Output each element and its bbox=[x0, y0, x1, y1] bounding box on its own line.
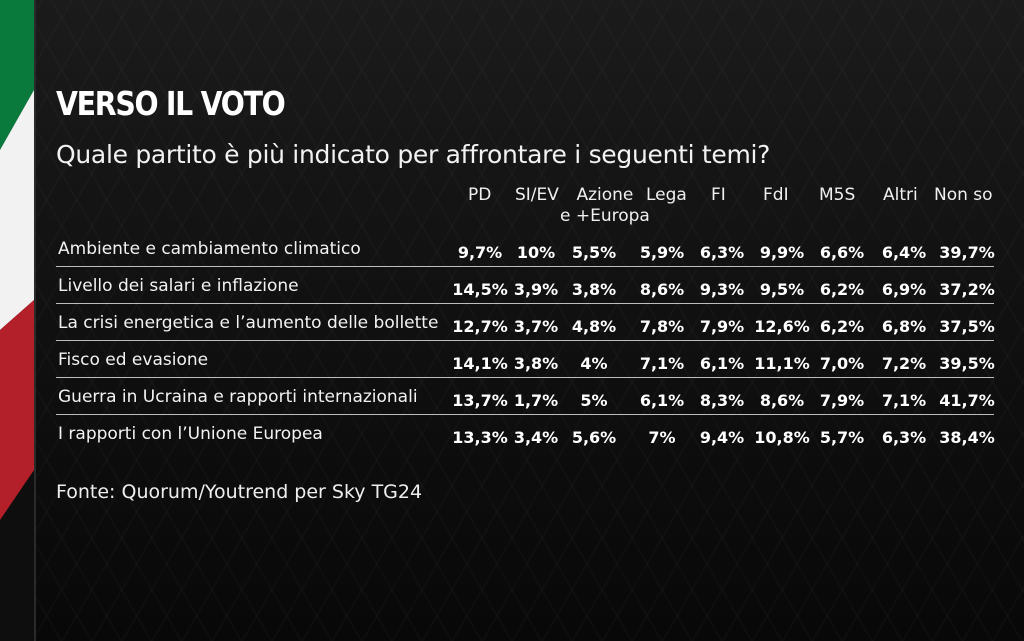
column-header-label: Lega bbox=[646, 185, 687, 205]
cell-azione: 5% bbox=[580, 391, 608, 410]
cell-non-so: 37,5% bbox=[939, 317, 995, 336]
cell-pd: 14,1% bbox=[452, 354, 508, 373]
row-label: Fisco ed evasione bbox=[58, 350, 209, 370]
page-subtitle: Quale partito è più indicato per affront… bbox=[56, 140, 771, 169]
cell-non-so: 39,7% bbox=[939, 243, 995, 262]
table-row: Ambiente e cambiamento climatico 9,7% 10… bbox=[56, 231, 996, 267]
cell-m5s: 7,9% bbox=[819, 391, 865, 410]
column-header-label: SI/EV bbox=[515, 185, 559, 205]
cell-fdi: 9,5% bbox=[759, 280, 805, 299]
cell-azione: 3,8% bbox=[571, 280, 617, 299]
cell-m5s: 6,6% bbox=[819, 243, 865, 262]
row-divider bbox=[56, 340, 994, 341]
cell-altri: 6,8% bbox=[881, 317, 927, 336]
row-divider bbox=[56, 303, 994, 304]
table-row: Fisco ed evasione 14,1% 3,8% 4% 7,1% 6,1… bbox=[56, 342, 996, 378]
cell-pd: 13,7% bbox=[452, 391, 508, 410]
cell-altri: 6,9% bbox=[881, 280, 927, 299]
cell-altri: 7,1% bbox=[881, 391, 927, 410]
cell-fdi: 9,9% bbox=[759, 243, 805, 262]
cell-non-so: 37,2% bbox=[939, 280, 995, 299]
cell-fdi: 11,1% bbox=[754, 354, 810, 373]
column-header-fi: FI bbox=[711, 185, 726, 206]
cell-lega: 5,9% bbox=[639, 243, 685, 262]
column-header-label-line2: e +Europa bbox=[560, 206, 650, 226]
cell-si-ev: 3,4% bbox=[513, 428, 559, 447]
cell-altri: 6,3% bbox=[881, 428, 927, 447]
column-header-pd: PD bbox=[468, 185, 491, 206]
row-label: Guerra in Ucraina e rapporti internazion… bbox=[58, 387, 418, 407]
cell-fi: 8,3% bbox=[699, 391, 745, 410]
cell-fi: 6,1% bbox=[699, 354, 745, 373]
column-header-label: Azione bbox=[576, 185, 634, 205]
row-divider bbox=[56, 266, 994, 267]
cell-azione: 5,6% bbox=[571, 428, 617, 447]
cell-pd: 13,3% bbox=[452, 428, 508, 447]
column-header-label: M5S bbox=[819, 185, 856, 205]
cell-pd: 9,7% bbox=[457, 243, 503, 262]
cell-fi: 9,4% bbox=[699, 428, 745, 447]
column-header-label: Altri bbox=[883, 185, 918, 205]
cell-fdi: 8,6% bbox=[759, 391, 805, 410]
column-header-label: Non so bbox=[934, 185, 993, 205]
cell-fdi: 12,6% bbox=[754, 317, 810, 336]
cell-si-ev: 1,7% bbox=[513, 391, 559, 410]
cell-altri: 7,2% bbox=[881, 354, 927, 373]
cell-azione: 4% bbox=[580, 354, 608, 373]
cell-azione: 4,8% bbox=[571, 317, 617, 336]
cell-si-ev: 3,9% bbox=[513, 280, 559, 299]
cell-lega: 7,8% bbox=[639, 317, 685, 336]
row-label: Ambiente e cambiamento climatico bbox=[58, 239, 361, 259]
table-row: Guerra in Ucraina e rapporti internazion… bbox=[56, 379, 996, 415]
cell-si-ev: 3,8% bbox=[513, 354, 559, 373]
row-label: I rapporti con l’Unione Europea bbox=[58, 424, 323, 444]
cell-pd: 14,5% bbox=[452, 280, 508, 299]
column-header-fdi: FdI bbox=[763, 185, 789, 206]
column-header-label: FI bbox=[711, 185, 726, 205]
cell-fi: 7,9% bbox=[699, 317, 745, 336]
row-label: Livello dei salari e inflazione bbox=[58, 276, 299, 296]
row-divider bbox=[56, 377, 994, 378]
cell-azione: 5,5% bbox=[571, 243, 617, 262]
cell-si-ev: 10% bbox=[516, 243, 556, 262]
column-header-lega: Lega bbox=[646, 185, 687, 206]
column-header-altri: Altri bbox=[883, 185, 918, 206]
row-divider bbox=[56, 414, 994, 415]
cell-lega: 7% bbox=[648, 428, 676, 447]
column-header-m5s: M5S bbox=[819, 185, 855, 206]
cell-m5s: 7,0% bbox=[819, 354, 865, 373]
cell-pd: 12,7% bbox=[452, 317, 508, 336]
cell-non-so: 41,7% bbox=[939, 391, 995, 410]
row-label: La crisi energetica e l’aumento delle bo… bbox=[58, 313, 439, 333]
column-header-label: FdI bbox=[763, 185, 789, 205]
cell-lega: 8,6% bbox=[639, 280, 685, 299]
table-row: Livello dei salari e inflazione 14,5% 3,… bbox=[56, 268, 996, 304]
column-header-non-so: Non so bbox=[934, 185, 993, 206]
cell-m5s: 6,2% bbox=[819, 280, 865, 299]
table-row: I rapporti con l’Unione Europea 13,3% 3,… bbox=[56, 416, 996, 452]
cell-non-so: 39,5% bbox=[939, 354, 995, 373]
cell-lega: 7,1% bbox=[639, 354, 685, 373]
column-header-label: PD bbox=[468, 185, 492, 205]
cell-m5s: 6,2% bbox=[819, 317, 865, 336]
cell-lega: 6,1% bbox=[639, 391, 685, 410]
table-row: La crisi energetica e l’aumento delle bo… bbox=[56, 305, 996, 341]
cell-fdi: 10,8% bbox=[754, 428, 810, 447]
cell-altri: 6,4% bbox=[881, 243, 927, 262]
cell-non-so: 38,4% bbox=[939, 428, 995, 447]
source-caption: Fonte: Quorum/Youtrend per Sky TG24 bbox=[56, 481, 423, 503]
column-header-azione: Azione e +Europa bbox=[560, 185, 650, 227]
cell-fi: 6,3% bbox=[699, 243, 745, 262]
flag-divider bbox=[34, 0, 36, 641]
cell-m5s: 5,7% bbox=[819, 428, 865, 447]
cell-fi: 9,3% bbox=[699, 280, 745, 299]
column-header-si-ev: SI/EV bbox=[515, 185, 559, 206]
page-title: VERSO IL VOTO bbox=[56, 84, 286, 123]
italian-flag-ribbon bbox=[0, 0, 34, 641]
cell-si-ev: 3,7% bbox=[513, 317, 559, 336]
flag-stripes-graphic bbox=[0, 0, 34, 520]
